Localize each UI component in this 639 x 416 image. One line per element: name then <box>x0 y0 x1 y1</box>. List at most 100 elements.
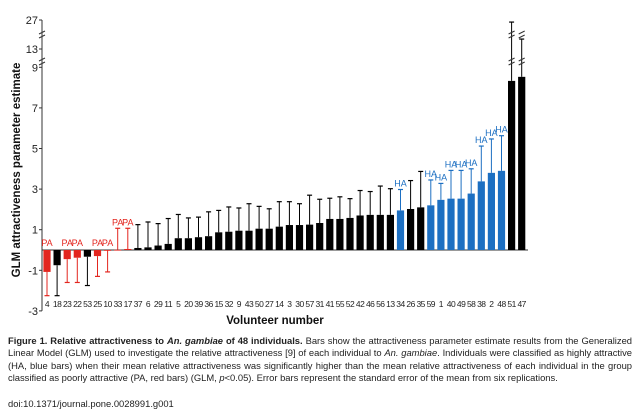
bar-15 <box>215 232 223 250</box>
significance-label-ha: HA <box>445 159 458 169</box>
bar-38 <box>477 181 485 250</box>
bar-53 <box>83 250 91 257</box>
x-tick-label: 37 <box>134 299 143 309</box>
x-tick-label: 14 <box>275 299 284 309</box>
y-tick-label: 7 <box>32 103 38 115</box>
significance-label-ha: HA <box>425 169 438 179</box>
x-tick-label: 20 <box>184 299 193 309</box>
x-tick-label: 4 <box>45 299 50 309</box>
figure-caption: Figure 1. Relative attractiveness to An.… <box>8 335 632 385</box>
x-tick-label: 33 <box>113 299 122 309</box>
bar-50 <box>255 228 263 250</box>
bar-9 <box>235 230 243 250</box>
y-tick-label: 13 <box>26 44 38 56</box>
significance-label-pa: PA <box>62 238 73 248</box>
bar-3 <box>285 225 293 250</box>
significance-label-pa: PA <box>92 238 103 248</box>
significance-label-pa: PA <box>122 217 133 227</box>
x-tick-label: 17 <box>124 299 133 309</box>
bar-18 <box>53 250 61 266</box>
x-tick-label: 25 <box>93 299 102 309</box>
x-tick-label: 41 <box>326 299 335 309</box>
bar-6 <box>144 247 152 250</box>
bar-37 <box>134 247 142 250</box>
significance-label-ha: HA <box>455 159 468 169</box>
x-tick-label: 48 <box>497 299 506 309</box>
significance-label-pa: PA <box>72 238 83 248</box>
y-tick-label: -3 <box>28 306 38 318</box>
bar-31 <box>316 223 324 250</box>
bar-49 <box>457 198 465 250</box>
x-tick-label: 32 <box>225 299 234 309</box>
x-tick-label: 53 <box>83 299 92 309</box>
doi-link[interactable]: doi:10.1371/journal.pone.0028991.g001 <box>8 398 174 409</box>
x-tick-label: 49 <box>457 299 466 309</box>
axis-break-icon <box>518 57 525 66</box>
bar-29 <box>154 245 162 250</box>
bar-35 <box>417 207 425 250</box>
bar-59 <box>427 205 435 250</box>
x-tick-label: 30 <box>295 299 304 309</box>
bar-34 <box>396 210 405 250</box>
x-tick-label: 23 <box>63 299 72 309</box>
x-tick-label: 56 <box>376 299 385 309</box>
x-tick-label: 18 <box>53 299 62 309</box>
y-tick-label: 9 <box>32 62 38 74</box>
bar-14 <box>275 226 283 250</box>
axis-break-icon <box>508 30 515 39</box>
x-tick-label: 55 <box>336 299 345 309</box>
x-tick-label: 39 <box>194 299 203 309</box>
bar-13 <box>386 214 394 250</box>
significance-label-ha: HA <box>394 179 407 189</box>
bar-20 <box>184 238 192 250</box>
bar-47 <box>518 76 526 250</box>
x-tick-label: 29 <box>154 299 163 309</box>
bar-11 <box>164 243 172 250</box>
x-tick-label: 46 <box>366 299 375 309</box>
x-tick-label: 51 <box>507 299 516 309</box>
bar-42 <box>356 215 364 250</box>
x-tick-label: 59 <box>427 299 436 309</box>
y-tick-label: 5 <box>32 144 38 156</box>
x-tick-label: 38 <box>477 299 486 309</box>
y-tick-label: -1 <box>28 265 38 277</box>
x-tick-label: 40 <box>447 299 456 309</box>
y-tick-label: 1 <box>32 225 38 237</box>
x-tick-label: 6 <box>146 299 151 309</box>
x-tick-label: 27 <box>265 299 274 309</box>
significance-label-ha: HA <box>495 125 508 135</box>
x-tick-label: 52 <box>346 299 355 309</box>
caption-title-species: An. gambiae <box>166 335 224 346</box>
bar-25 <box>93 250 102 257</box>
significance-label-ha: HA <box>435 172 448 182</box>
x-tick-label: 11 <box>164 299 173 309</box>
significance-label-ha: HA <box>485 128 498 138</box>
bar-52 <box>346 217 354 250</box>
bar-5 <box>174 238 182 250</box>
x-tick-label: 50 <box>255 299 264 309</box>
caption-title-text: Figure 1. Relative attractiveness to <box>8 335 167 346</box>
bar-55 <box>336 218 344 250</box>
x-tick-label: 26 <box>406 299 415 309</box>
x-tick-label: 35 <box>416 299 425 309</box>
axis-break-icon <box>518 30 525 39</box>
caption-p-value: p <box>219 372 225 384</box>
x-tick-label: 13 <box>386 299 395 309</box>
bar-26 <box>407 208 415 250</box>
caption-title: Figure 1. Relative attractiveness to An.… <box>8 335 303 346</box>
significance-label-pa: PA <box>112 217 123 227</box>
axis-break-icon <box>38 30 46 39</box>
caption-title-end: of 48 individuals. <box>223 335 303 346</box>
x-tick-label: 34 <box>396 299 405 309</box>
axes: 27 13 9 7 53 1 -1 -3 <box>26 15 528 318</box>
x-tick-label: 5 <box>176 299 181 309</box>
caption-species: An. gambiae <box>384 347 438 359</box>
x-tick-label: 22 <box>73 299 82 309</box>
bar-32 <box>225 231 233 250</box>
significance-label-ha: HA <box>465 158 478 168</box>
x-tick-label: 36 <box>204 299 213 309</box>
bar-2 <box>487 172 495 250</box>
bar-39 <box>194 237 203 250</box>
